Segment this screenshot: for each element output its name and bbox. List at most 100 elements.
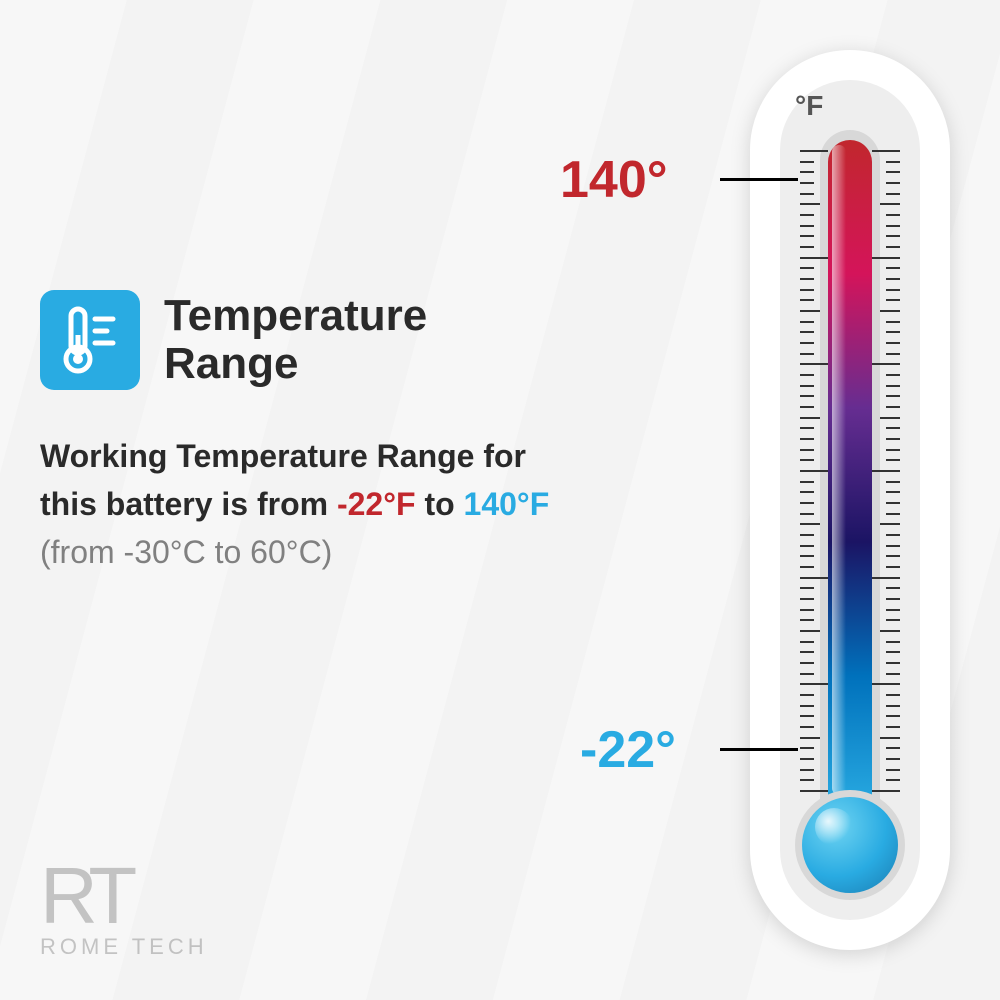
tick [800, 449, 814, 451]
tick [800, 438, 814, 440]
tick [886, 651, 900, 653]
bulb-highlight [815, 808, 853, 846]
tick [886, 598, 900, 600]
tick [872, 683, 900, 685]
tick [800, 673, 814, 675]
tick [800, 257, 828, 259]
tick [886, 267, 900, 269]
tick [800, 747, 814, 749]
tick [872, 790, 900, 792]
tick [886, 459, 900, 461]
tick [800, 289, 814, 291]
tick [800, 566, 814, 568]
tick [886, 225, 900, 227]
bulb [802, 797, 898, 893]
tick [800, 459, 814, 461]
tick [886, 726, 900, 728]
tick [800, 342, 814, 344]
thermometer-icon-box [40, 290, 140, 390]
tick [800, 513, 814, 515]
title: TemperatureRange [164, 292, 427, 389]
tick [800, 705, 814, 707]
tick [872, 257, 900, 259]
tick [886, 331, 900, 333]
tick [886, 342, 900, 344]
tick [800, 214, 814, 216]
low-indicator-line [720, 748, 798, 751]
tick [800, 171, 814, 173]
header-row: TemperatureRange [40, 290, 560, 390]
tick [886, 694, 900, 696]
tick [800, 267, 814, 269]
tick [800, 225, 814, 227]
tick [886, 278, 900, 280]
desc-high-temp: 140°F [464, 486, 550, 522]
tick [800, 651, 814, 653]
tick [800, 470, 828, 472]
tick [886, 566, 900, 568]
tick [800, 406, 814, 408]
logo-text: ROME TECH [40, 934, 208, 960]
tick [886, 747, 900, 749]
tick [880, 417, 900, 419]
unit-label: °F [795, 90, 823, 122]
tick [800, 481, 814, 483]
tick [886, 619, 900, 621]
tick [872, 363, 900, 365]
tick [800, 758, 814, 760]
tick [800, 353, 814, 355]
tick [800, 726, 814, 728]
tick [886, 449, 900, 451]
tick [800, 737, 820, 739]
tick [800, 630, 820, 632]
tick [800, 683, 828, 685]
ticks [800, 150, 900, 790]
tick [800, 577, 828, 579]
high-temp-label: 140° [560, 150, 668, 210]
tick [800, 427, 814, 429]
tick [800, 790, 828, 792]
tick [886, 502, 900, 504]
tick [886, 545, 900, 547]
desc-celsius: (from -30°C to 60°C) [40, 534, 332, 570]
thermometer-icon [63, 305, 117, 375]
tick [886, 385, 900, 387]
tick [800, 417, 820, 419]
tick [886, 374, 900, 376]
tick [800, 385, 814, 387]
tick [880, 310, 900, 312]
tick [800, 299, 814, 301]
tick [886, 161, 900, 163]
tick [886, 438, 900, 440]
tick [800, 545, 814, 547]
tick [886, 481, 900, 483]
tick [886, 491, 900, 493]
tick [800, 193, 814, 195]
tick [800, 694, 814, 696]
tick [800, 609, 814, 611]
tick [886, 299, 900, 301]
tick [880, 630, 900, 632]
tick [886, 779, 900, 781]
tick [800, 321, 814, 323]
text-content: TemperatureRange Working Temperature Ran… [40, 290, 560, 576]
tick [886, 513, 900, 515]
tick [880, 523, 900, 525]
tick [886, 705, 900, 707]
tick [880, 737, 900, 739]
tick [872, 150, 900, 152]
tick [886, 758, 900, 760]
desc-low-temp: -22°F [337, 486, 416, 522]
tick [800, 246, 814, 248]
tick [886, 395, 900, 397]
tick [886, 534, 900, 536]
tick [800, 769, 814, 771]
high-indicator-line [720, 178, 798, 181]
tick [880, 203, 900, 205]
tick [886, 662, 900, 664]
tick [886, 321, 900, 323]
tick [800, 374, 814, 376]
tick [800, 523, 820, 525]
tick [800, 203, 820, 205]
tick [800, 182, 814, 184]
